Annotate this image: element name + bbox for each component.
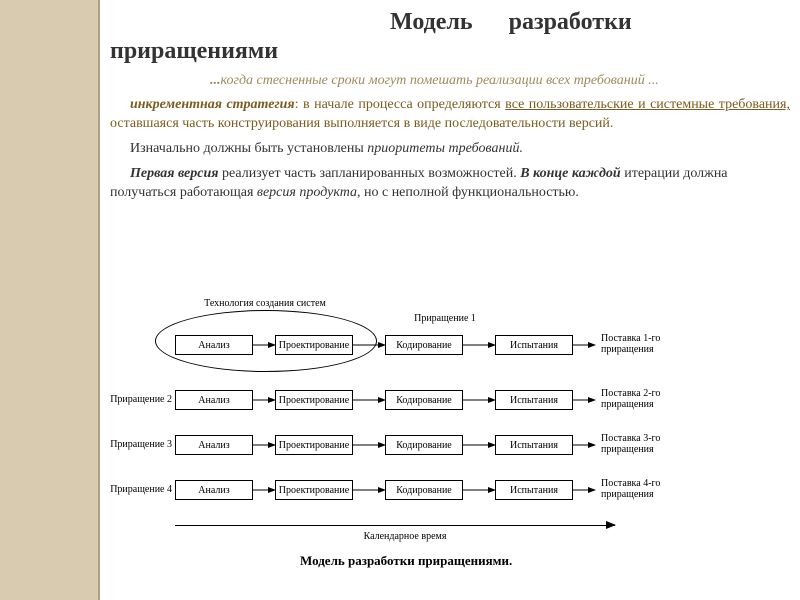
paragraph-strategy: инкрементная стратегия: в начале процесс… xyxy=(110,96,790,134)
p1-mid1: : в начале процесса определяются xyxy=(295,97,506,112)
paragraph-priorities: Изначально должны быть установлены приор… xyxy=(110,140,790,159)
content-area: Модель разработки приращениями ...когда … xyxy=(110,8,790,203)
diagram-caption: Модель разработки приращениями. xyxy=(300,553,512,569)
stage-box: Кодирование xyxy=(385,435,463,455)
strategy-term: инкрементная стратегия xyxy=(130,97,295,112)
stage-box: Испытания xyxy=(495,390,573,410)
increment-left-label: Приращение 2 xyxy=(100,394,172,405)
title-word-2: разработки xyxy=(509,9,632,35)
increment-left-label: Приращение 3 xyxy=(100,439,172,450)
paragraph-version: Первая версия реализует часть запланиров… xyxy=(110,165,790,203)
requirements-term: все пользовательские и системные требова… xyxy=(505,97,790,112)
delivery-label: Поставка 3-го приращения xyxy=(601,433,696,455)
ellipse-label: Технология создания систем xyxy=(195,298,335,309)
p3-t1: реализует часть запланированных возможно… xyxy=(218,166,520,181)
subtext-body: когда стесненные сроки могут помешать ре… xyxy=(221,73,659,88)
delivery-label: Поставка 2-го приращения xyxy=(601,388,696,410)
stage-box: Проектирование xyxy=(275,480,353,500)
p1-mid2: оставшаяся часть конструирования выполня… xyxy=(110,116,613,131)
p2-t1: Изначально должны быть установлены xyxy=(130,141,367,156)
p3-em3: версия продукта xyxy=(257,185,357,200)
p3-em2: В конце каждой xyxy=(520,166,620,181)
subtext-line: ...когда стесненные сроки могут помешать… xyxy=(210,72,790,91)
stage-box: Кодирование xyxy=(385,480,463,500)
timeline-label: Календарное время xyxy=(335,531,475,542)
p2-em: приоритеты требований. xyxy=(367,141,523,156)
increment-diagram: Технология создания систем Приращение 1 Ан… xyxy=(100,290,790,580)
subtext-prefix: ... xyxy=(210,73,221,88)
p3-t3: , но с неполной функциональностью. xyxy=(357,185,579,200)
stage-box: Анализ xyxy=(175,435,253,455)
stage-box: Проектирование xyxy=(275,335,353,355)
title-word-3: приращениями xyxy=(110,38,278,64)
delivery-label: Поставка 1-го приращения xyxy=(601,333,696,355)
stage-box: Анализ xyxy=(175,335,253,355)
stage-box: Кодирование xyxy=(385,390,463,410)
page-title: Модель разработки приращениями xyxy=(110,8,790,66)
stage-box: Испытания xyxy=(495,480,573,500)
stage-box: Анализ xyxy=(175,480,253,500)
stage-box: Проектирование xyxy=(275,390,353,410)
title-word-1: Модель xyxy=(390,9,473,35)
increment-top-label: Приращение 1 xyxy=(395,313,495,324)
stage-box: Анализ xyxy=(175,390,253,410)
delivery-label: Поставка 4-го приращения xyxy=(601,478,696,500)
timeline-axis xyxy=(175,525,615,526)
stage-box: Кодирование xyxy=(385,335,463,355)
p3-em1: Первая версия xyxy=(130,166,218,181)
stage-box: Испытания xyxy=(495,335,573,355)
increment-left-label: Приращение 4 xyxy=(100,484,172,495)
stage-box: Испытания xyxy=(495,435,573,455)
stage-box: Проектирование xyxy=(275,435,353,455)
left-sidebar xyxy=(0,0,100,600)
